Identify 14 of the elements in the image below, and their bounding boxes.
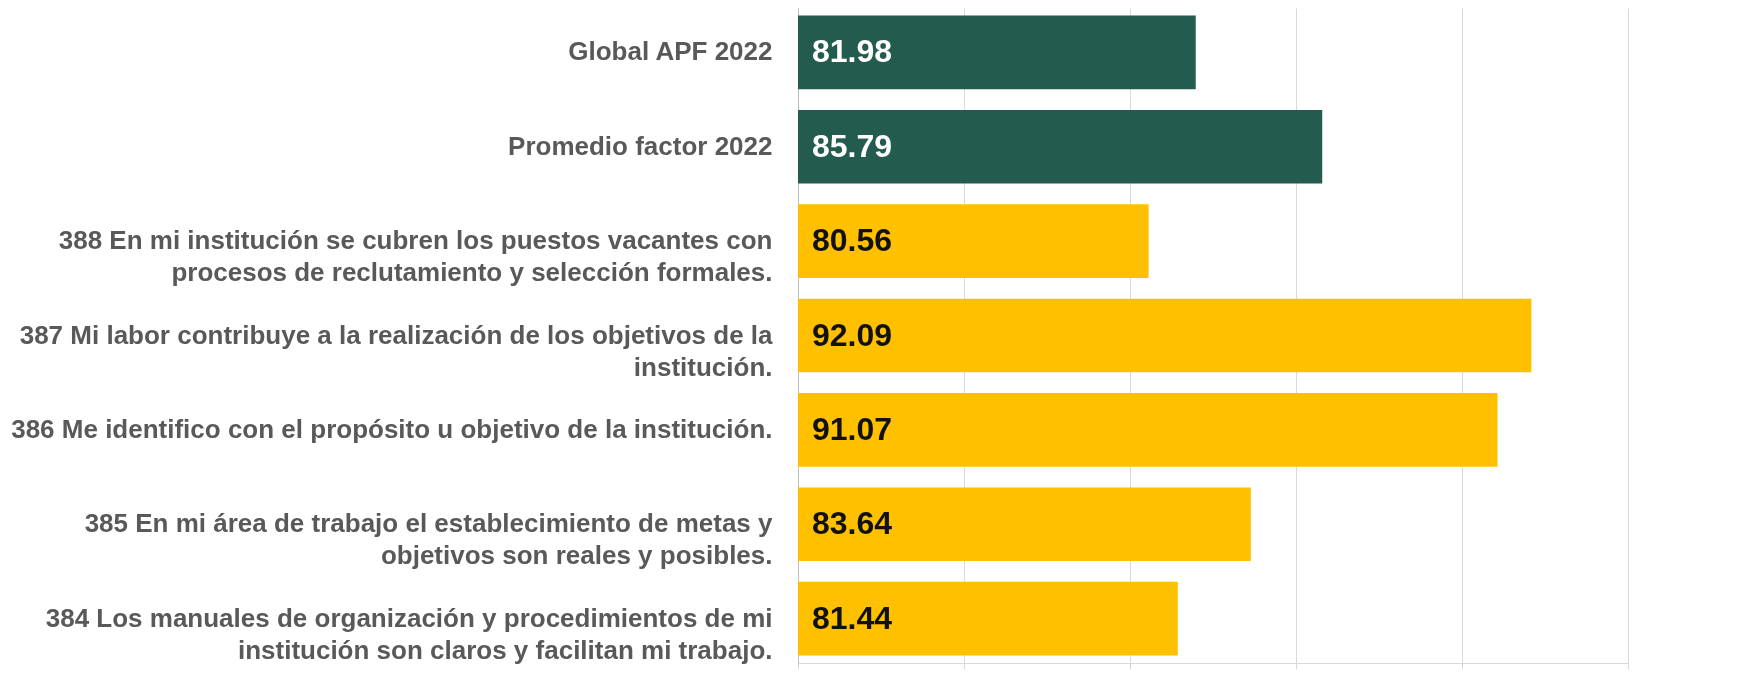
data-label: 81.44 bbox=[812, 599, 893, 636]
y-tick-label: 384 Los manuales de organización y procedimientos de mi institución son claros y facilitan mi trabajo. bbox=[45, 602, 773, 665]
y-tick-label: Promedio factor 2022 bbox=[508, 130, 773, 161]
data-label: 81.98 bbox=[812, 33, 893, 70]
y-tick-label: 386 Me identifico con el propósito u objetivo de la institución. bbox=[11, 413, 773, 444]
data-label: 92.09 bbox=[812, 316, 893, 353]
y-tick-label: 388 En mi institución se cubren los puestos vacantes con procesos de reclutamiento y selección formales. bbox=[58, 225, 773, 288]
y-tick-label: Global APF 2022 bbox=[568, 36, 773, 67]
data-label: 83.64 bbox=[812, 505, 893, 542]
y-tick-label: 387 Mi labor contribuye a la realización de los objetivos de la institución. bbox=[19, 319, 774, 382]
data-label: 85.79 bbox=[812, 127, 893, 164]
data-label: 80.56 bbox=[812, 222, 893, 259]
y-tick-label: 385 En mi área de trabajo el establecimiento de metas y objetivos son reales y posibles. bbox=[84, 508, 774, 571]
data-label: 91.07 bbox=[812, 410, 893, 447]
